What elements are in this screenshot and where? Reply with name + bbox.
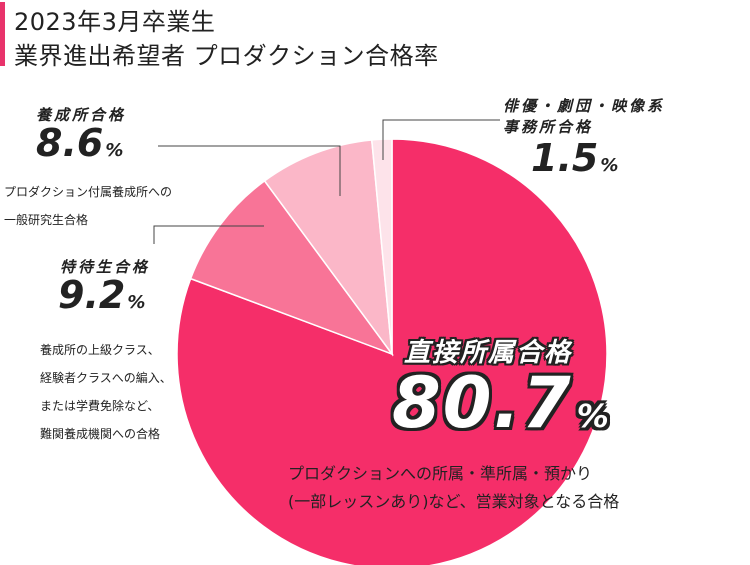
page-title-line2: 業界進出希望者 プロダクション合格率	[14, 42, 439, 70]
slice-value-direct: 80.7%	[392, 362, 611, 444]
slice-label-agency-line1: 俳優・劇団・映像系	[503, 97, 666, 115]
slice-label-scholarship: 特待生合格	[60, 258, 151, 276]
value-direct-affiliation: 80.7%	[392, 362, 611, 444]
title-accent-bar	[0, 2, 5, 66]
desc-training-line2: 一般研究生合格	[4, 213, 89, 227]
page-title-line1: 2023年3月卒業生	[14, 8, 216, 36]
desc-scholarship-line4: 難関養成機関への合格	[40, 427, 161, 441]
slice-label-training: 養成所合格	[36, 106, 127, 124]
label-talent-agency: 俳優・劇団・映像系 事務所合格 1.5%	[503, 96, 665, 180]
desc-scholarship-line3: または学費免除など、	[40, 399, 160, 413]
slice-talent-agency	[370, 138, 393, 355]
desc-scholarship-line2: 経験者クラスへの編入、	[40, 371, 172, 385]
desc-training-school: プロダクション付属養成所への 一般研究生合格	[4, 178, 172, 234]
label-direct-affiliation: 直接所属合格	[404, 332, 572, 369]
leader-line-training	[158, 145, 341, 196]
label-training-school: 養成所合格 8.6%	[36, 104, 126, 165]
slice-value-training: 8.6%	[36, 121, 124, 165]
slice-training-school	[263, 139, 394, 357]
desc-scholarship-line1: 養成所の上級クラス、	[40, 343, 160, 357]
slice-scholarship	[189, 179, 395, 356]
desc-scholarship: 養成所の上級クラス、 経験者クラスへの編入、 または学費免除など、 難関養成機関…	[40, 336, 172, 448]
desc-direct-affiliation: プロダクションへの所属・準所属・預かり (一部レッスンあり)など、営業対象となる…	[288, 460, 619, 516]
leader-line-agency	[382, 119, 500, 160]
desc-direct-line2: (一部レッスンあり)など、営業対象となる合格	[288, 492, 620, 511]
slice-value-agency: 1.5%	[531, 136, 619, 180]
label-scholarship: 特待生合格 9.2%	[58, 256, 151, 317]
desc-direct-line1: プロダクションへの所属・準所属・預かり	[288, 464, 593, 483]
slice-label-direct: 直接所属合格	[404, 338, 573, 368]
leader-line-scholarship	[153, 225, 264, 244]
slice-value-scholarship: 9.2%	[58, 273, 146, 317]
desc-training-line1: プロダクション付属養成所への	[4, 185, 173, 199]
slice-label-agency-line2: 事務所合格	[503, 118, 594, 136]
